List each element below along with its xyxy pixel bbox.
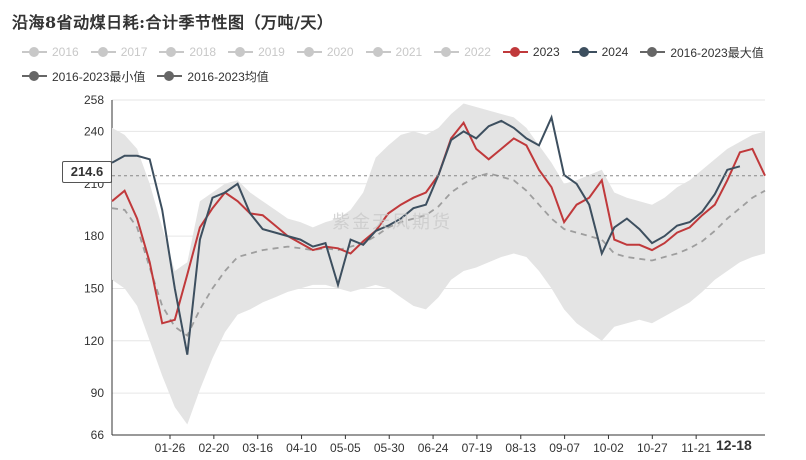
legend-item-2021[interactable]: 2021 — [365, 45, 423, 59]
legend-item-max[interactable]: 2016-2023最大值 — [640, 44, 764, 61]
x-tick-label: 04-10 — [286, 441, 317, 455]
x-tick-label: 10-02 — [593, 441, 624, 455]
y-tick-label: 120 — [84, 334, 104, 348]
legend-marker-icon — [22, 45, 47, 59]
y-tick-label: 90 — [91, 386, 105, 400]
x-tick-label: 03-16 — [242, 441, 273, 455]
legend-item-min[interactable]: 2016-2023最小值 — [22, 68, 145, 85]
y-tick-label: 66 — [91, 428, 105, 442]
legend-item-2019[interactable]: 2019 — [228, 45, 285, 59]
x-tick-label: 05-30 — [374, 441, 405, 455]
x-tick-label: 08-13 — [505, 441, 536, 455]
legend-label: 2016-2023最小值 — [52, 69, 146, 84]
y-axis-pointer-label: 214.6 — [62, 161, 112, 183]
y-tick-label: 150 — [84, 281, 104, 295]
x-axis-pointer-label: 12-18 — [716, 437, 752, 453]
x-tick-label: 02-20 — [198, 441, 229, 455]
legend-label: 2019 — [258, 45, 285, 59]
legend-label: 2017 — [120, 45, 148, 59]
legend-marker-icon — [571, 45, 597, 59]
x-tick-label: 10-27 — [637, 441, 668, 455]
y-tick-label: 240 — [84, 124, 104, 138]
x-tick-label: 01-26 — [155, 441, 186, 455]
y-tick-label: 258 — [84, 93, 104, 107]
legend-marker-icon — [157, 69, 183, 83]
legend-marker-icon — [296, 45, 322, 59]
legend-item-mean[interactable]: 2016-2023均值 — [157, 68, 269, 85]
legend-label: 2016-2023均值 — [187, 69, 269, 84]
x-tick-label: 11-21 — [681, 441, 711, 455]
legend-label: 2020 — [326, 45, 354, 59]
legend-label: 2016 — [52, 45, 79, 59]
legend-label: 2021 — [395, 45, 423, 59]
legend-label: 2018 — [189, 45, 217, 59]
legend-row-2: 2016-2023最小值 2016-2023均值 — [22, 64, 802, 88]
x-tick-label: 09-07 — [549, 441, 580, 455]
legend-label: 2022 — [464, 45, 491, 59]
legend-item-2024[interactable]: 2024 — [571, 45, 629, 59]
x-tick-label: 06-24 — [418, 441, 449, 455]
legend-label: 2024 — [601, 45, 629, 59]
legend-item-2016[interactable]: 2016 — [22, 45, 79, 59]
x-tick-label: 07-19 — [462, 441, 493, 455]
legend-marker-icon — [90, 45, 116, 59]
legend-item-2023[interactable]: 2023 — [502, 45, 560, 59]
legend-item-2020[interactable]: 2020 — [296, 45, 354, 59]
legend-item-2022[interactable]: 2022 — [434, 45, 491, 59]
legend-marker-icon — [502, 45, 528, 59]
y-tick-label: 180 — [84, 229, 104, 243]
legend-label: 2023 — [532, 45, 560, 59]
series-line-mean — [111, 172, 766, 337]
legend-marker-icon — [640, 45, 666, 59]
legend: 2016 2017 2018 2019 2020 2021 2022 2023 — [22, 40, 802, 88]
legend-label: 2016-2023最大值 — [670, 45, 764, 60]
legend-marker-icon — [22, 69, 47, 83]
watermark: 紫金天风期货 — [332, 212, 452, 232]
min-max-range-band — [112, 103, 765, 425]
legend-item-2018[interactable]: 2018 — [159, 45, 216, 59]
x-tick-label: 05-05 — [330, 441, 361, 455]
legend-item-2017[interactable]: 2017 — [90, 45, 148, 59]
legend-marker-icon — [228, 45, 254, 59]
legend-marker-icon — [434, 45, 460, 59]
legend-marker-icon — [365, 45, 391, 59]
legend-marker-icon — [159, 45, 185, 59]
legend-row-1: 2016 2017 2018 2019 2020 2021 2022 2023 — [22, 40, 802, 64]
series-line-2024 — [111, 114, 741, 355]
chart-title: 沿海8省动煤日耗:合计季节性图（万吨/天） — [12, 13, 334, 32]
